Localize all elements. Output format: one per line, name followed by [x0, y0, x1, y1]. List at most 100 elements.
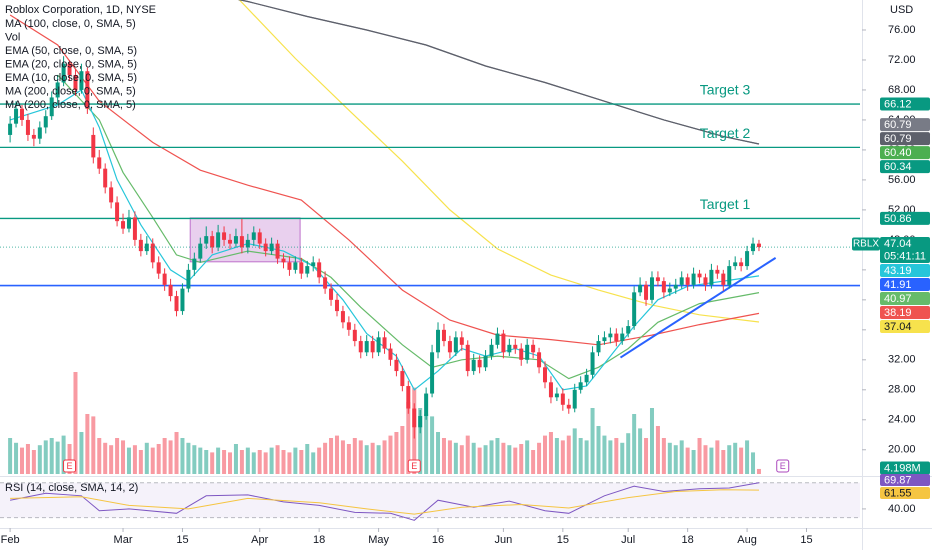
- volume-bar: [543, 435, 548, 474]
- volume-bar: [115, 438, 120, 474]
- price-badge-text: 41.91: [884, 279, 912, 291]
- volume-bar: [644, 438, 649, 474]
- candle-body: [222, 232, 227, 240]
- volume-bar: [174, 432, 179, 474]
- candle-body: [61, 63, 66, 83]
- price-badge-text: 43.19: [884, 265, 912, 277]
- volume-bar: [14, 442, 19, 474]
- candle-body: [661, 281, 666, 293]
- volume-bar: [537, 442, 542, 474]
- current-price: 47.04: [884, 238, 912, 250]
- candle-body: [275, 243, 280, 259]
- legend-entry: MA (100, close, 0, SMA, 5): [5, 18, 136, 30]
- candle-body: [548, 382, 553, 398]
- x-tick-label: Jun: [495, 534, 513, 546]
- volume-bar: [394, 432, 399, 474]
- volume-bar: [739, 447, 744, 474]
- candle-body: [531, 344, 536, 353]
- candle-body: [126, 217, 131, 229]
- volume-bar: [679, 440, 684, 474]
- volume-bar: [168, 440, 173, 474]
- candle-body: [721, 273, 726, 285]
- candle-body: [245, 239, 250, 248]
- candle-body: [352, 329, 357, 342]
- price-badge-text: 50.86: [884, 213, 912, 225]
- candle-body: [685, 277, 690, 285]
- volume-bar: [566, 435, 571, 474]
- volume-bar: [441, 438, 446, 474]
- volume-bar: [43, 440, 48, 474]
- price-badge: [880, 237, 930, 264]
- volume-bar: [25, 444, 30, 474]
- currency: USD: [890, 4, 913, 16]
- candle-body: [471, 359, 476, 372]
- volume-bar: [655, 426, 660, 474]
- candle-body: [715, 269, 720, 274]
- price-badge: [880, 118, 930, 132]
- volume-bar: [37, 445, 42, 474]
- earnings-marker: [63, 459, 77, 473]
- x-tick-label: Apr: [251, 534, 268, 546]
- candle-body: [293, 262, 298, 270]
- volume-bar: [245, 447, 250, 474]
- rsi-line: [10, 489, 760, 515]
- candle-body: [626, 326, 631, 334]
- candle-body: [620, 333, 625, 342]
- candle-body: [162, 273, 167, 285]
- volume-bar: [299, 450, 304, 474]
- candle-body: [388, 348, 393, 360]
- volume-bar: [572, 428, 577, 474]
- legend-entry: Vol: [5, 31, 20, 43]
- volume-bar: [632, 414, 637, 474]
- volume-bar: [73, 372, 78, 474]
- candle-body: [19, 108, 24, 120]
- candle-body: [31, 134, 36, 139]
- volume-bar: [352, 438, 357, 474]
- candle-body: [655, 277, 660, 282]
- rsi-legend: RSI (14, close, SMA, 14, 2): [5, 482, 138, 494]
- candle-body: [525, 344, 530, 360]
- candle-body: [441, 329, 446, 342]
- volume-bar: [329, 438, 334, 474]
- volume-bar: [323, 442, 328, 474]
- volume-bar: [673, 445, 678, 474]
- y-tick-label: 20.00: [888, 444, 916, 456]
- x-tick-label: May: [368, 534, 389, 546]
- candle-body: [691, 273, 696, 285]
- rsi-pane: [0, 482, 860, 521]
- candle-body: [649, 277, 654, 300]
- candle-body: [192, 258, 197, 270]
- price-badge-text: 60.79: [884, 133, 912, 145]
- volume-bar: [418, 408, 423, 474]
- volume-bar: [162, 438, 167, 474]
- volume-bar: [275, 445, 280, 474]
- volume-bar: [596, 426, 601, 474]
- candle-body: [37, 127, 42, 139]
- candle-body: [8, 123, 13, 135]
- candle-body: [709, 269, 714, 285]
- volume-bar: [507, 445, 512, 474]
- candle-body: [49, 97, 54, 117]
- candle-body: [85, 71, 90, 109]
- candle-body: [257, 232, 262, 244]
- candle-body: [156, 262, 161, 274]
- candle-body: [519, 348, 524, 360]
- volume-bar: [257, 450, 262, 474]
- candle-body: [180, 288, 185, 312]
- volume-bar: [721, 450, 726, 474]
- candle-body: [376, 337, 381, 353]
- volume-bar: [590, 408, 595, 474]
- candle-body: [121, 221, 126, 229]
- volume-badge: [880, 461, 930, 475]
- volume-bar: [109, 445, 114, 474]
- price-badge-text: 60.79: [884, 119, 912, 131]
- candle-body: [239, 236, 244, 248]
- legend-entry: MA (200, close, 0, SMA, 5): [5, 85, 136, 97]
- volume-bar: [554, 438, 559, 474]
- rsi-tick-label: 40.00: [888, 503, 916, 515]
- candle-body: [287, 262, 292, 270]
- volume-bar: [311, 452, 316, 474]
- candle-body: [79, 71, 84, 90]
- volume-bar: [501, 442, 506, 474]
- price-badge-text: 60.34: [884, 161, 912, 173]
